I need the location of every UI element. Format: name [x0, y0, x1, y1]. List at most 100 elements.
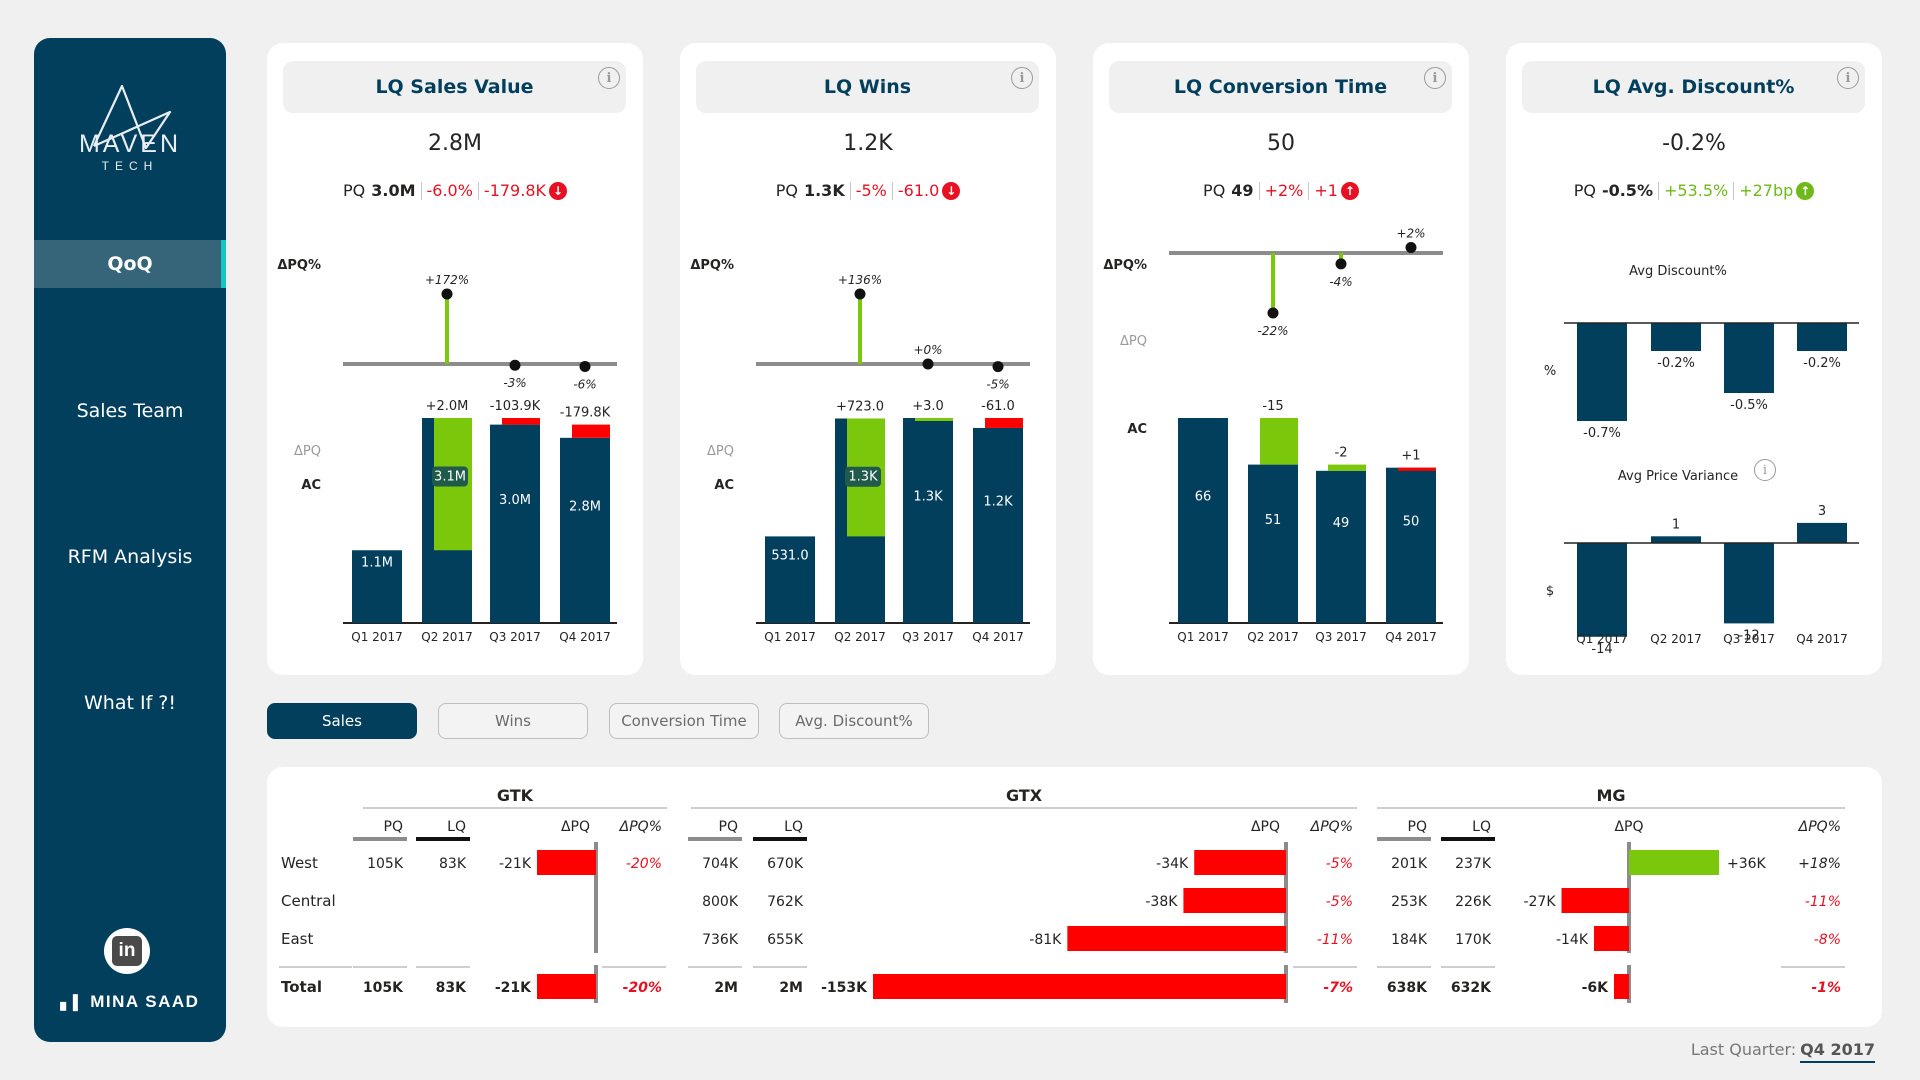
small-chart-unit: %	[1544, 364, 1556, 379]
bar-value	[1651, 536, 1701, 543]
nav-item-label: QoQ	[107, 253, 153, 275]
cell-delta: -81K	[1029, 932, 1062, 948]
card-header: LQ Avg. Discount% i	[1522, 61, 1865, 113]
bar-value	[1724, 323, 1774, 393]
col-header-lq: LQ	[784, 819, 803, 835]
tab-sales[interactable]: Sales	[267, 703, 417, 739]
cell-delta: -14K	[1556, 932, 1589, 948]
x-tick-label: Q4 2017	[1796, 632, 1847, 646]
nav-item-label: RFM Analysis	[67, 546, 193, 568]
bar-value-label: 3.0M	[499, 493, 531, 508]
delta-pct-label: +0%	[913, 343, 942, 357]
cell-delta-pct: -11%	[1317, 932, 1353, 948]
tab-wins[interactable]: Wins	[438, 703, 588, 739]
bar-delta	[502, 418, 540, 425]
delta-pct-label: -22%	[1257, 324, 1288, 338]
tab-avg-discount[interactable]: Avg. Discount%	[779, 703, 929, 739]
pq-value: 49	[1231, 181, 1254, 200]
tab-label: Conversion Time	[621, 712, 747, 730]
delta-bar	[1183, 888, 1286, 913]
bar-value-label: 531.0	[771, 549, 808, 564]
arrow-up-icon: ↑	[1340, 181, 1359, 200]
bar-value-label: 1.1M	[361, 556, 393, 571]
info-icon[interactable]: i	[1754, 459, 1776, 481]
bar-delta	[572, 424, 610, 438]
bar-actual	[560, 437, 610, 623]
footer-label: Last Quarter:	[1690, 1040, 1797, 1059]
card-title: LQ Sales Value	[375, 76, 534, 98]
cell-lq: 632K	[1451, 980, 1492, 996]
kpi-comparison: PQ -0.5% +53.5% +27bp ↑	[1506, 181, 1882, 200]
delta-pct-marker	[1267, 307, 1279, 319]
x-tick-label: Q1 2017	[764, 630, 815, 644]
col-header-pq: PQ	[384, 819, 403, 835]
cell-delta-pct: -7%	[1323, 980, 1353, 996]
nav-item-qoq[interactable]: QoQ	[34, 240, 226, 288]
bar-value	[1724, 543, 1774, 624]
row-label-delta: ΔPQ	[707, 444, 734, 459]
delta-bar	[1561, 888, 1629, 913]
cell-lq: 237K	[1455, 856, 1492, 872]
delta-bar	[873, 974, 1286, 999]
bar-value-label: -0.5%	[1730, 398, 1768, 413]
divider	[477, 181, 479, 200]
delta-pct-label: -4%	[1329, 275, 1352, 289]
cell-delta: -6K	[1582, 980, 1610, 996]
x-tick-label: Q3 2017	[1315, 630, 1366, 644]
bar-actual	[1178, 418, 1228, 623]
x-tick-label: Q1 2017	[1576, 632, 1627, 646]
bar-actual	[352, 550, 402, 623]
tab-conversion-time[interactable]: Conversion Time	[609, 703, 759, 739]
brand-sub: TECH	[101, 159, 159, 173]
info-icon[interactable]: i	[1424, 67, 1446, 89]
kpi-value: 50	[1267, 131, 1295, 156]
cell-pq: 638K	[1387, 980, 1428, 996]
card-title: LQ Conversion Time	[1173, 76, 1388, 98]
row-label-delta: ΔPQ	[294, 444, 321, 459]
info-icon[interactable]: i	[1011, 67, 1033, 89]
bar-delta	[1398, 467, 1436, 471]
info-icon[interactable]: i	[1837, 67, 1859, 89]
last-quarter-indicator: Last Quarter: Q4 2017	[1690, 1040, 1875, 1063]
cell-delta-pct: -1%	[1811, 980, 1841, 996]
info-icon[interactable]: i	[598, 67, 620, 89]
pq-value: 3.0M	[371, 181, 416, 200]
card-header: LQ Wins i	[696, 61, 1039, 113]
bar-value-label: 1.3K	[913, 490, 943, 505]
nav-item-what-if[interactable]: What If ?!	[34, 679, 226, 727]
small-chart-title: Avg Discount%	[1629, 264, 1727, 279]
cell-pq: 736K	[702, 932, 739, 948]
cell-delta-pct: -20%	[623, 980, 662, 996]
nav-item-rfm-analysis[interactable]: RFM Analysis	[34, 533, 226, 581]
cell-lq: 670K	[767, 856, 804, 872]
small-chart-title: Avg Price Variance	[1618, 469, 1738, 484]
cell-lq: 2M	[779, 980, 803, 996]
row-label-actual: AC	[714, 478, 734, 493]
x-tick-label: Q3 2017	[1723, 632, 1774, 646]
bar-delta-label: +3.0	[912, 399, 944, 414]
card-sales-value: LQ Sales Value i 2.8M PQ 3.0M -6.0% -179.8K ↓…	[267, 43, 643, 675]
col-header-pq: PQ	[719, 819, 738, 835]
delta-bar	[1594, 926, 1629, 951]
arrow-down-icon: ↓	[942, 181, 961, 200]
x-tick-label: Q3 2017	[489, 630, 540, 644]
cell-delta: -38K	[1145, 894, 1178, 910]
delta-pct-label: -3%	[503, 376, 526, 390]
kpi-comparison: PQ 1.3K -5% -61.0 ↓	[680, 181, 1056, 200]
tab-label: Avg. Discount%	[795, 712, 913, 730]
bar-delta-label: -179.8K	[560, 406, 611, 421]
bar-value-label: 66	[1195, 490, 1212, 505]
bar-actual	[490, 424, 540, 623]
cell-delta-pct: -8%	[1814, 932, 1841, 948]
bar-value	[1577, 543, 1627, 637]
bar-value	[1797, 323, 1847, 351]
linkedin-button[interactable]: in	[104, 928, 150, 974]
cell-delta: -21K	[499, 856, 532, 872]
nav-item-sales-team[interactable]: Sales Team	[34, 387, 226, 435]
divider	[1258, 181, 1260, 200]
row-label-actual: AC	[301, 478, 321, 493]
bar-value	[1577, 323, 1627, 421]
bar-value-label: -0.2%	[1657, 356, 1695, 371]
last-quarter-value[interactable]: Q4 2017	[1800, 1040, 1875, 1063]
bar-delta	[915, 418, 953, 421]
